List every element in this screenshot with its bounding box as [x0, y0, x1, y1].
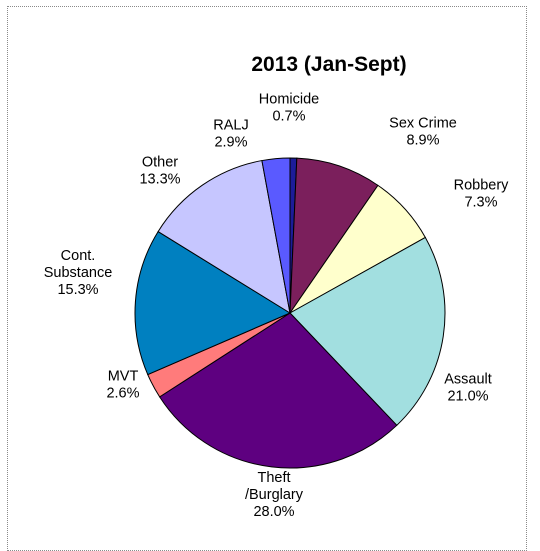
- slice-name-label: Substance: [44, 265, 113, 281]
- pie-slices: [134, 157, 446, 469]
- slice-label: MVT 2.6%: [106, 369, 139, 402]
- slice-name-label: Robbery: [454, 178, 510, 194]
- pie-slice-theft-burglary: [158, 312, 398, 469]
- slice-name-label: Sex Crime: [389, 116, 457, 132]
- slice-value-label: 28.0%: [253, 504, 294, 520]
- pie-slice-sex-crime: [289, 157, 379, 315]
- slice-label: Homicide 0.7%: [259, 92, 319, 125]
- slice-label: Other 13.3%: [139, 155, 180, 188]
- slice-label: Cont. Substance 15.3%: [44, 248, 113, 298]
- slice-name-label: /Burglary: [245, 487, 304, 503]
- slice-labels: Homicide 0.7% Sex Crime 8.9% Robbery 7.3% Assa…: [44, 92, 509, 521]
- slice-name-label: Other: [142, 155, 178, 171]
- slice-name-label: RALJ: [213, 118, 248, 134]
- slice-value-label: 21.0%: [447, 389, 488, 405]
- slice-value-label: 15.3%: [57, 282, 98, 298]
- slice-name-label: Homicide: [259, 92, 319, 108]
- slice-value-label: 2.6%: [106, 386, 139, 402]
- slice-label: RALJ 2.9%: [213, 118, 248, 151]
- pie-slice-assault: [289, 236, 446, 427]
- slice-label: Theft/Burglary 28.0%: [245, 470, 304, 520]
- slice-value-label: 13.3%: [139, 172, 180, 188]
- slice-name-label: Assault: [444, 372, 492, 388]
- pie-slice-ralj: [261, 157, 291, 314]
- chart-title: 2013 (Jan-Sept): [251, 53, 406, 76]
- slice-label: Sex Crime 8.9%: [389, 116, 457, 149]
- slice-name-label: Cont.: [61, 248, 96, 264]
- slice-label: Robbery 7.3%: [454, 178, 510, 211]
- slice-value-label: 2.9%: [214, 135, 247, 151]
- slice-value-label: 0.7%: [272, 109, 305, 125]
- slice-value-label: 8.9%: [406, 133, 439, 149]
- pie-slice-cont-substance: [134, 230, 292, 376]
- pie-slice-other: [157, 159, 291, 315]
- pie-chart: 2013 (Jan-Sept) Homicide 0.7% Sex Crime 8.9…: [44, 53, 509, 521]
- slice-name-label: Theft: [257, 470, 290, 486]
- slice-label: Assault 21.0%: [444, 372, 492, 405]
- slice-name-label: MVT: [108, 369, 139, 385]
- slice-value-label: 7.3%: [464, 195, 497, 211]
